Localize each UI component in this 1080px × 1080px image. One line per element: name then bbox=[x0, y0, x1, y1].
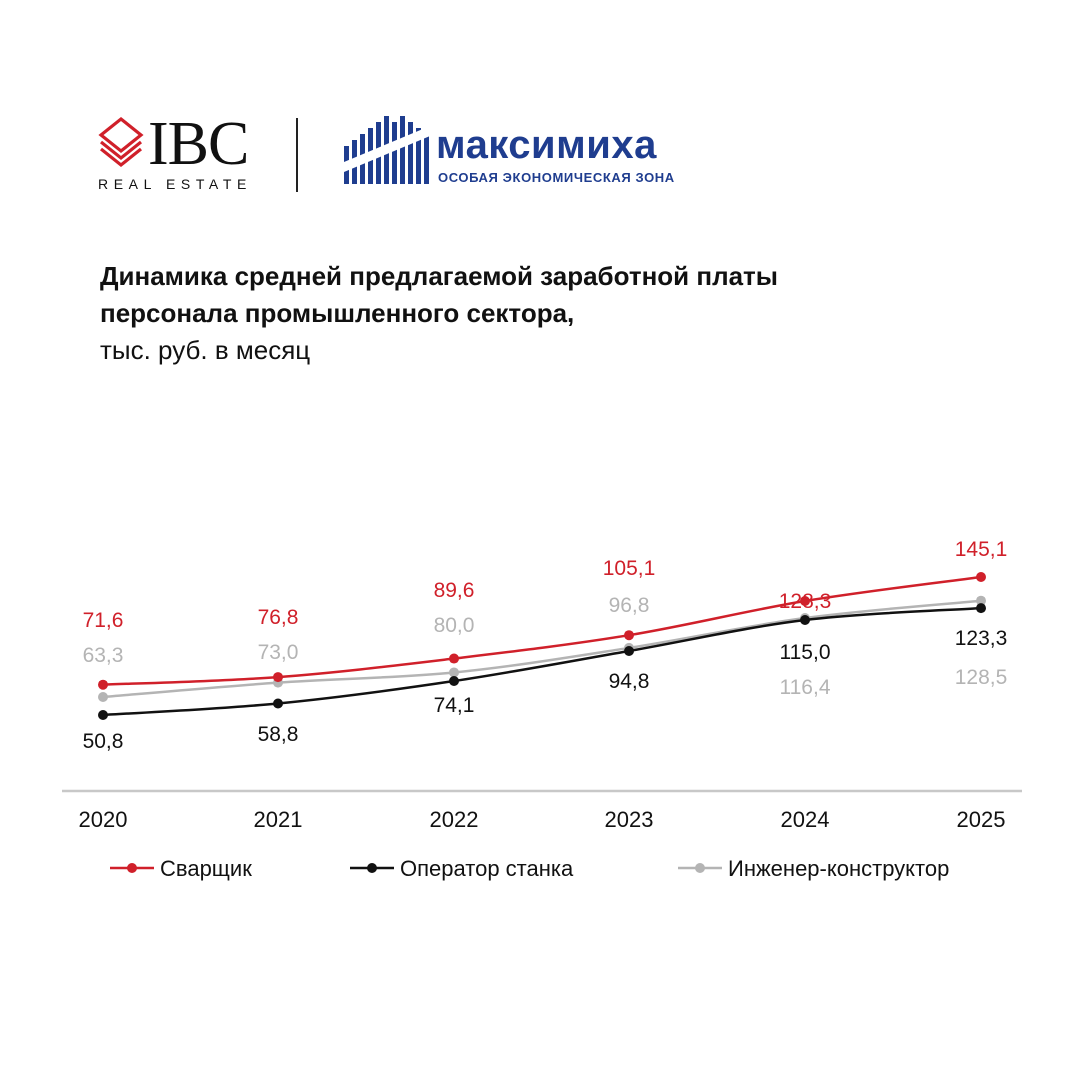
chart-subtitle: тыс. руб. в месяц bbox=[100, 335, 311, 365]
data-point-welder bbox=[976, 572, 986, 582]
legend-marker-design-engineer bbox=[695, 863, 705, 873]
data-point-machine-operator bbox=[800, 615, 810, 625]
data-label-welder: 145,1 bbox=[955, 538, 1008, 561]
legend-marker-machine-operator bbox=[367, 863, 377, 873]
data-point-machine-operator bbox=[98, 710, 108, 720]
data-point-welder bbox=[98, 679, 108, 690]
x-tick-label: 2024 bbox=[781, 807, 830, 832]
data-label-design-engineer: 63,3 bbox=[83, 644, 124, 667]
data-label-welder: 89,6 bbox=[434, 579, 475, 602]
data-label-design-engineer: 80,0 bbox=[434, 614, 475, 637]
x-tick-label: 2025 bbox=[957, 807, 1006, 832]
data-point-design-engineer bbox=[976, 595, 986, 606]
series-line-welder bbox=[102, 575, 982, 686]
chart-title-line-2: персонала промышленного сектора, bbox=[100, 298, 575, 328]
series-line-machine-operator bbox=[102, 606, 982, 717]
x-tick-label: 2023 bbox=[605, 807, 654, 832]
legend-item-welder: Сварщик bbox=[110, 856, 252, 881]
data-point-design-engineer bbox=[98, 692, 108, 702]
maksimikha-tagline: ОСОБАЯ ЭКОНОМИЧЕСКАЯ ЗОНА bbox=[438, 170, 675, 185]
legend-item-design-engineer: Инженер-конструктор bbox=[678, 856, 949, 881]
legend-label-welder: Сварщик bbox=[160, 856, 252, 881]
data-label-design-engineer: 116,4 bbox=[780, 676, 831, 699]
ibc-tagline: REAL ESTATE bbox=[98, 176, 252, 192]
data-label-welder: 128,3 bbox=[779, 590, 832, 613]
data-point-welder bbox=[273, 672, 283, 683]
logo-bar: IBC REAL ESTATE максимиха ОСОБАЯ ЭКОНОМИ… bbox=[98, 112, 718, 202]
legend-item-machine-operator: Оператор станка bbox=[350, 856, 574, 881]
data-point-welder bbox=[624, 630, 634, 641]
logo-divider bbox=[296, 118, 298, 192]
data-label-machine-operator: 94,8 bbox=[609, 670, 650, 693]
data-label-welder: 76,8 bbox=[258, 606, 299, 629]
data-point-welder bbox=[800, 596, 810, 606]
data-label-machine-operator: 58,8 bbox=[258, 723, 299, 746]
legend-label-machine-operator: Оператор станка bbox=[400, 856, 574, 881]
data-label-welder: 105,1 bbox=[603, 557, 656, 580]
data-point-machine-operator bbox=[976, 603, 986, 614]
x-tick-label: 2022 bbox=[430, 807, 479, 832]
data-point-machine-operator bbox=[624, 646, 634, 656]
x-tick-label: 2020 bbox=[79, 807, 128, 832]
x-tick-label: 2021 bbox=[254, 807, 303, 832]
maksimikha-logo-mark-icon bbox=[344, 116, 430, 184]
ibc-logo-mark-icon bbox=[98, 116, 144, 168]
data-label-machine-operator: 123,3 bbox=[955, 627, 1008, 650]
data-label-machine-operator: 50,8 bbox=[83, 730, 124, 753]
data-label-machine-operator: 74,1 bbox=[434, 694, 475, 717]
data-label-design-engineer: 128,5 bbox=[955, 666, 1008, 689]
data-label-design-engineer: 96,8 bbox=[609, 594, 650, 617]
data-point-welder bbox=[449, 653, 459, 664]
data-label-welder: 71,6 bbox=[83, 609, 124, 632]
data-point-machine-operator bbox=[449, 676, 459, 686]
series-line-design-engineer bbox=[102, 599, 982, 699]
chart-title-line-1: Динамика средней предлагаемой заработной… bbox=[100, 261, 778, 291]
legend-label-design-engineer: Инженер-конструктор bbox=[728, 856, 949, 881]
ibc-wordmark: IBC bbox=[148, 110, 249, 178]
data-point-machine-operator bbox=[273, 698, 283, 709]
chart-title-block: Динамика средней предлагаемой заработной… bbox=[100, 258, 1000, 369]
data-point-design-engineer bbox=[449, 667, 459, 678]
maksimikha-wordmark: максимиха bbox=[436, 123, 657, 167]
data-label-machine-operator: 115,0 bbox=[780, 641, 831, 664]
data-label-design-engineer: 73,0 bbox=[258, 641, 299, 664]
legend-marker-welder bbox=[127, 863, 137, 873]
